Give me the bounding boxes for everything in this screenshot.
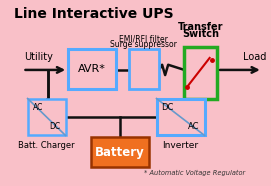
Text: Utility: Utility (25, 52, 53, 62)
Text: AC: AC (33, 103, 43, 112)
Text: AVR*: AVR* (78, 64, 106, 74)
Text: Battery: Battery (95, 146, 145, 159)
Text: Batt. Charger: Batt. Charger (18, 141, 75, 150)
Bar (28, 99, 66, 135)
Text: EMI/RFI filter: EMI/RFI filter (120, 34, 168, 43)
Text: Surge suppressor: Surge suppressor (111, 40, 177, 49)
Text: DC: DC (49, 122, 60, 131)
Bar (184, 47, 217, 99)
Text: Switch: Switch (182, 29, 219, 39)
Text: DC: DC (162, 103, 174, 112)
Text: Transfer: Transfer (178, 23, 224, 33)
Bar (157, 99, 205, 135)
Text: Load: Load (243, 52, 267, 62)
Text: * Automatic Voltage Regulator: * Automatic Voltage Regulator (144, 170, 245, 176)
Bar (129, 49, 159, 89)
Text: Line Interactive UPS: Line Interactive UPS (14, 7, 173, 21)
Bar (68, 49, 116, 89)
Text: AC: AC (188, 122, 199, 131)
Bar (91, 137, 149, 167)
Text: Inverter: Inverter (163, 141, 199, 150)
